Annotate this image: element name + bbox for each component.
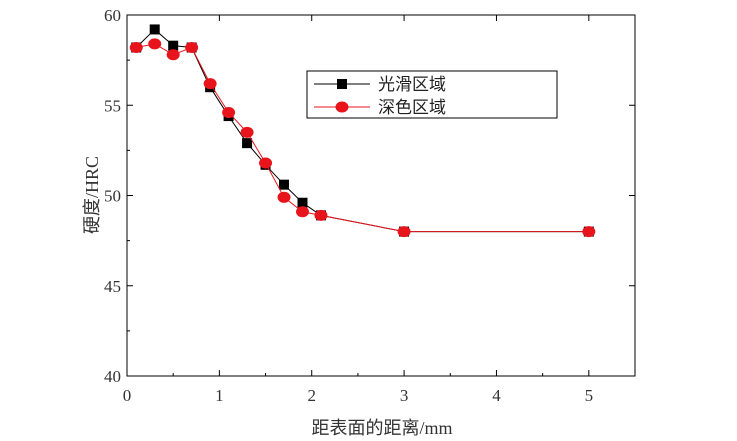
data-point-circle <box>295 206 309 218</box>
data-point-square <box>297 197 308 208</box>
x-tick-labels: 0 1 2 3 4 5 <box>123 386 593 405</box>
data-point-circle <box>397 226 411 238</box>
y-tick-label: 45 <box>104 277 121 296</box>
y-axis-title: 硬度/HRC <box>82 156 102 234</box>
x-tick-label: 2 <box>307 386 316 405</box>
legend-box <box>306 70 558 119</box>
axis-ticks <box>126 14 635 377</box>
y-tick-labels: 40 45 50 55 60 <box>104 6 121 386</box>
data-point-circle <box>203 78 217 90</box>
data-point-circle <box>582 226 596 238</box>
data-point-circle <box>240 126 254 138</box>
data-point-circle <box>222 106 236 118</box>
y-tick-label: 40 <box>104 367 121 386</box>
series-2 <box>129 38 596 238</box>
y-tick-label: 60 <box>104 6 121 25</box>
y-tick-label: 55 <box>104 96 121 115</box>
data-point-circle <box>185 41 199 53</box>
x-tick-label: 3 <box>400 386 409 405</box>
data-series <box>129 24 596 238</box>
legend-label-series-2: 深色区域 <box>378 98 446 118</box>
data-point-circle <box>277 191 291 203</box>
data-point-square <box>149 24 160 35</box>
series-1 <box>131 24 594 237</box>
data-point-circle <box>148 38 162 50</box>
x-tick-label: 1 <box>215 386 224 405</box>
data-point-square <box>242 138 253 149</box>
data-point-circle <box>314 209 328 221</box>
data-point-square <box>279 179 290 190</box>
legend-marker-series-2 <box>335 101 349 113</box>
data-point-circle <box>129 41 143 53</box>
y-tick-label: 50 <box>104 187 121 206</box>
x-tick-label: 0 <box>123 386 132 405</box>
x-tick-label: 4 <box>492 386 501 405</box>
data-point-circle <box>166 49 180 61</box>
x-axis-title: 距表面的距离/mm <box>311 418 452 438</box>
legend-label-series-1: 光滑区域 <box>378 75 446 95</box>
data-point-square <box>168 40 179 51</box>
legend: 光滑区域 深色区域 <box>306 70 558 119</box>
series-line <box>135 28 589 233</box>
x-tick-label: 5 <box>585 386 594 405</box>
legend-marker-series-1 <box>337 79 347 89</box>
data-point-circle <box>259 157 273 169</box>
